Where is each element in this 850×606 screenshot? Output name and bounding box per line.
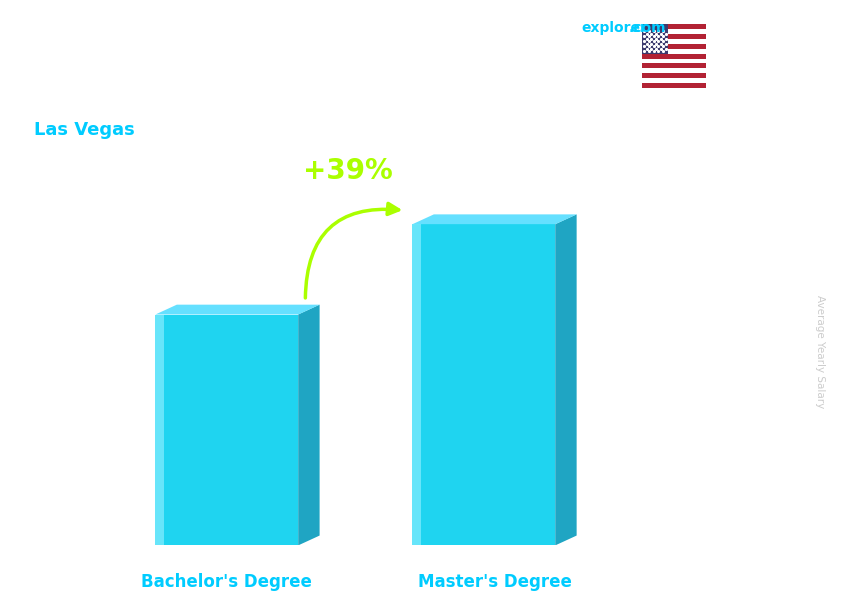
FancyArrowPatch shape: [305, 204, 399, 298]
Polygon shape: [555, 215, 576, 545]
Polygon shape: [156, 315, 298, 545]
Polygon shape: [156, 315, 164, 545]
Polygon shape: [412, 224, 421, 545]
Bar: [642, 48, 706, 53]
Bar: [642, 68, 706, 73]
Polygon shape: [156, 305, 320, 315]
Text: Master's Degree: Master's Degree: [417, 573, 571, 591]
Bar: [642, 29, 706, 34]
Text: Las Vegas: Las Vegas: [34, 121, 135, 139]
Text: +39%: +39%: [303, 157, 393, 185]
Text: .com: .com: [629, 21, 666, 35]
Bar: [642, 24, 668, 53]
Bar: [642, 39, 706, 44]
Polygon shape: [412, 215, 576, 224]
Polygon shape: [412, 224, 555, 545]
Text: explorer: explorer: [581, 21, 648, 35]
Bar: [642, 59, 706, 64]
Text: 106,000 USD: 106,000 USD: [473, 182, 594, 201]
Text: 76,200 USD: 76,200 USD: [144, 265, 252, 283]
Text: Quality Data Analyst: Quality Data Analyst: [34, 79, 220, 97]
Text: Bachelor's Degree: Bachelor's Degree: [141, 573, 312, 591]
Polygon shape: [298, 305, 320, 545]
Text: Salary Comparison By Education: Salary Comparison By Education: [34, 24, 493, 48]
Text: salary: salary: [540, 21, 587, 35]
Bar: [642, 78, 706, 83]
Text: Average Yearly Salary: Average Yearly Salary: [815, 295, 825, 408]
